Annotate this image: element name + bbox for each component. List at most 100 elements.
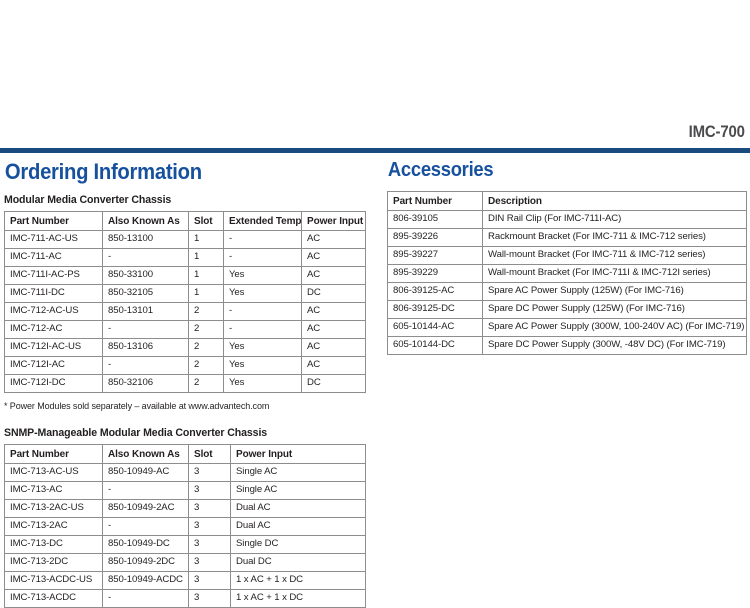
cell-slot: 2 [188,374,224,394]
cell-description: Spare DC Power Supply (125W) (For IMC-71… [482,300,747,320]
cell-part-number: IMC-713-2AC [4,517,103,537]
cell-extended-temperature: - [223,302,302,322]
cell-description: Wall-mount Bracket (For IMC-711 & IMC-71… [482,246,747,266]
modular-chassis-table: Part Number Also Known As Slot Extended … [4,211,366,394]
cell-slot: 3 [188,535,231,555]
column-header-part-number: Part Number [387,191,483,212]
cell-slot: 3 [188,481,231,501]
cell-extended-temperature: Yes [223,338,302,358]
cell-part-number: IMC-712I-AC [4,356,103,376]
cell-part-number: IMC-712-AC [4,320,103,340]
table-row: 806-39125-DC Spare DC Power Supply (125W)… [387,300,747,320]
cell-also-known-as: 850-32105 [102,284,189,304]
table-row: IMC-711-AC-US 850-13100 1- AC [4,230,366,250]
table-row: 605-10144-DC Spare DC Power Supply (300W,… [387,336,747,356]
header-divider-rule [0,148,750,153]
cell-power-input: 1 x AC + 1 x DC [230,571,366,591]
cell-part-number: IMC-713-ACDC-US [4,571,103,591]
ordering-information-title: Ordering Information [4,159,202,184]
table-row: IMC-713-ACDC-US 850-10949-ACDC 3 1 x AC + 1… [4,571,366,591]
table-row: 895-39227 Wall-mount Bracket (For IMC-711… [387,246,747,266]
cell-also-known-as: 850-32106 [102,374,189,394]
cell-slot: 3 [188,499,231,519]
table-row: IMC-713-2DC 850-10949-2DC 3 Dual DC [4,553,366,573]
table-row: IMC-711I-AC-PS 850-33100 1 Yes AC [4,266,366,286]
cell-part-number: IMC-713-DC [4,535,103,555]
table-row: IMC-711I-DC 850-32105 1 Yes DC [4,284,366,304]
cell-also-known-as: 850-10949-ACDC [102,571,189,591]
table-row: IMC-713-ACDC -3 1 x AC + 1 x DC [4,589,366,608]
cell-also-known-as: 850-10949-DC [102,535,189,555]
cell-slot: 2 [188,338,224,358]
snmp-chassis-table: Part Number Also Known As Slot Power Inp… [4,444,366,608]
column-header-also-known-as: Also Known As [102,211,189,232]
cell-also-known-as: - [102,320,189,340]
cell-part-number: IMC-711-AC-US [4,230,103,250]
cell-part-number: IMC-712I-AC-US [4,338,103,358]
cell-slot: 3 [188,517,231,537]
cell-extended-temperature: Yes [223,284,302,304]
cell-power-input: Dual DC [230,553,366,573]
cell-also-known-as: 850-33100 [102,266,189,286]
column-header-power-input: Power Input [230,444,366,465]
cell-power-input: AC [301,266,366,286]
cell-power-input: AC [301,230,366,250]
table-row: IMC-713-2AC -3 Dual AC [4,517,366,537]
cell-extended-temperature: Yes [223,374,302,394]
cell-part-number: IMC-713-ACDC [4,589,103,608]
cell-part-number: IMC-711-AC [4,248,103,268]
cell-part-number: 806-39105 [387,210,483,230]
cell-slot: 3 [188,589,231,608]
cell-also-known-as: - [102,248,189,268]
accessories-table: Part Number Description 806-39105 DIN Rai… [387,191,747,356]
cell-part-number: 605-10144-AC [387,318,483,338]
cell-extended-temperature: Yes [223,356,302,376]
cell-power-input: 1 x AC + 1 x DC [230,589,366,608]
power-modules-footnote: * Power Modules sold separately – availa… [4,401,270,412]
cell-slot: 3 [188,571,231,591]
cell-also-known-as: - [102,517,189,537]
column-header-extended-temperature: Extended Temperature [223,211,302,232]
right-column: Accessories Part Number Description 806-… [387,159,747,356]
column-header-part-number: Part Number [4,211,103,232]
cell-also-known-as: - [102,589,189,608]
table-row: 806-39125-AC Spare AC Power Supply (125W)… [387,282,747,302]
cell-power-input: Single DC [230,535,366,555]
cell-also-known-as: 850-10949-2AC [102,499,189,519]
table-header-row: Part Number Also Known As Slot Extended … [4,211,366,232]
cell-also-known-as: - [102,356,189,376]
table-row: 605-10144-AC Spare AC Power Supply (300W,… [387,318,747,338]
cell-power-input: Single AC [230,481,366,501]
snmp-chassis-table-body: IMC-713-AC-US 850-10949-AC 3 Single AC IMC-7… [4,463,366,608]
cell-part-number: IMC-713-AC-US [4,463,103,483]
cell-slot: 1 [188,248,224,268]
cell-power-input: Dual AC [230,517,366,537]
table-row: 806-39105 DIN Rail Clip (For IMC-711I-AC) [387,210,747,230]
cell-power-input: AC [301,302,366,322]
cell-description: Rackmount Bracket (For IMC-711 & IMC-712… [482,228,747,248]
table-row: IMC-713-DC 850-10949-DC 3 Single DC [4,535,366,555]
column-header-part-number: Part Number [4,444,103,465]
cell-power-input: DC [301,374,366,394]
cell-power-input: AC [301,248,366,268]
table-row: IMC-712-AC -2- AC [4,320,366,340]
cell-part-number: 895-39226 [387,228,483,248]
table-row: IMC-712I-DC 850-32106 2 Yes DC [4,374,366,394]
cell-description: Spare AC Power Supply (125W) (For IMC-71… [482,282,747,302]
modular-chassis-subtitle: Modular Media Converter Chassis [4,194,172,207]
cell-slot: 2 [188,356,224,376]
cell-slot: 1 [188,230,224,250]
cell-slot: 2 [188,320,224,340]
column-header-slot: Slot [188,211,224,232]
cell-part-number: IMC-713-2AC-US [4,499,103,519]
table-row: IMC-712I-AC-US 850-13106 2 Yes AC [4,338,366,358]
cell-part-number: 895-39227 [387,246,483,266]
cell-power-input: DC [301,284,366,304]
cell-part-number: IMC-712I-DC [4,374,103,394]
table-row: IMC-713-AC -3 Single AC [4,481,366,501]
table-row: 895-39226 Rackmount Bracket (For IMC-711 … [387,228,747,248]
cell-also-known-as: 850-13101 [102,302,189,322]
cell-slot: 1 [188,266,224,286]
cell-power-input: AC [301,320,366,340]
cell-part-number: IMC-713-AC [4,481,103,501]
